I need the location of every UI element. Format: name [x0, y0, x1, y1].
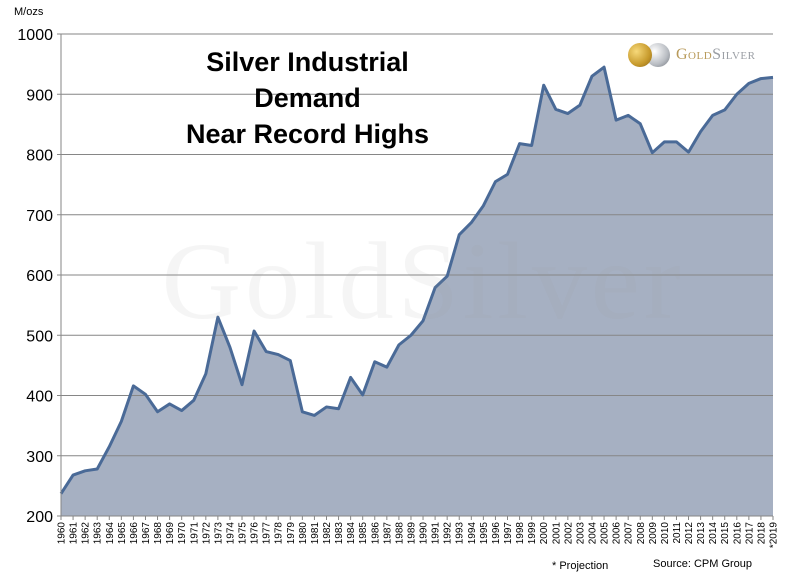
y-axis-unit-label: M/ozs [14, 6, 44, 18]
y-tick-label: 1000 [17, 27, 53, 44]
x-tick-label: 1974 [225, 522, 236, 545]
x-tick-label: 1990 [419, 522, 430, 545]
y-tick-label: 700 [26, 208, 53, 225]
x-tick-label: 1961 [69, 522, 80, 545]
x-tick-label: 1960 [57, 522, 68, 545]
x-tick-label: 2005 [600, 522, 611, 545]
x-tick-label: 2003 [575, 522, 586, 545]
x-tick-label: 2006 [612, 522, 623, 545]
series-line [59, 65, 774, 495]
x-tick-label: 1967 [141, 522, 152, 545]
x-tick-label: 1963 [93, 522, 104, 545]
x-tick-label: 1986 [370, 522, 381, 545]
goldsilver-logo: GoldSilver [628, 38, 755, 72]
x-tick-label: 1994 [467, 522, 478, 545]
x-tick-label: 1985 [358, 522, 369, 545]
x-tick-label: 1989 [406, 522, 417, 545]
x-tick-label: 1983 [334, 522, 345, 545]
y-tick-label: 600 [26, 268, 53, 285]
area-fill [61, 67, 773, 516]
x-tick-label: 1971 [189, 522, 200, 545]
x-tick-label: 1969 [165, 522, 176, 545]
y-tick-label: 300 [26, 449, 53, 466]
chart-title: Silver Industrial Demand Near Record Hig… [150, 44, 465, 152]
x-tick-label: 2017 [744, 522, 755, 545]
x-tick-label: 2014 [708, 522, 719, 545]
x-tick-label: 1970 [177, 522, 188, 545]
x-tick-label: 1968 [153, 522, 164, 545]
x-tick-label: 1962 [81, 522, 92, 545]
x-tick-label: 1995 [479, 522, 490, 545]
x-tick-label: 1978 [274, 522, 285, 545]
x-tick-label: 1993 [455, 522, 466, 545]
chart-title-line: Near Record Highs [185, 119, 430, 149]
logo-text-gold: Gold [676, 46, 713, 63]
x-tick-label: 2018 [756, 522, 767, 545]
x-tick-label: 1984 [346, 522, 357, 545]
x-tick-label: 2015 [720, 522, 731, 545]
x-tick-label: 1980 [298, 522, 309, 545]
x-tick-label: 2009 [648, 522, 659, 545]
y-tick-label: 200 [26, 509, 53, 526]
gold-coin-icon [628, 43, 652, 67]
x-tick-label: 2007 [624, 522, 635, 545]
x-tick-label: 2002 [563, 522, 574, 545]
y-tick-label: 800 [26, 148, 53, 165]
chart-title-line: Silver Industrial [206, 47, 409, 77]
x-tick-label: 1965 [117, 522, 128, 545]
y-tick-label: 500 [26, 328, 53, 345]
x-tick-label: 1972 [201, 522, 212, 545]
y-tick-label: 900 [26, 87, 53, 104]
x-tick-label: 1966 [129, 522, 140, 545]
chart-title-line: Demand [254, 83, 361, 113]
x-tick-label: 1979 [286, 522, 297, 545]
x-tick-label: 2016 [732, 522, 743, 545]
x-tick-label: *2019 [769, 522, 780, 549]
x-tick-label: 2013 [696, 522, 707, 545]
x-tick-label: 1991 [431, 522, 442, 545]
x-tick-label: 1964 [105, 522, 116, 545]
x-tick-label: 1987 [382, 522, 393, 545]
logo-text: GoldSilver [676, 46, 755, 64]
x-tick-label: 1996 [491, 522, 502, 545]
x-tick-label: 1976 [250, 522, 261, 545]
x-tick-label: 2010 [660, 522, 671, 545]
x-tick-label: 1998 [515, 522, 526, 545]
x-tick-label: 2000 [539, 522, 550, 545]
x-tick-label: 1981 [310, 522, 321, 545]
x-tick-label: 1973 [213, 522, 224, 545]
projection-footnote: * Projection [552, 560, 609, 572]
source-note: Source: CPM Group [653, 558, 753, 570]
x-tick-label: 2001 [551, 522, 562, 545]
x-tick-label: 2004 [587, 522, 598, 545]
x-tick-label: 1988 [394, 522, 405, 545]
x-tick-label: 1975 [238, 522, 249, 545]
x-tick-label: 2011 [672, 522, 683, 544]
x-tick-label: 1982 [322, 522, 333, 545]
x-tick-label: 1999 [527, 522, 538, 545]
x-tick-label: 2008 [636, 522, 647, 545]
x-tick-label: 2012 [684, 522, 695, 545]
x-tick-label: 1992 [443, 522, 454, 545]
y-tick-label: 400 [26, 389, 53, 406]
logo-text-silver: Silver [712, 46, 756, 63]
x-tick-label: 1977 [262, 522, 273, 545]
x-tick-label: 1997 [503, 522, 514, 545]
